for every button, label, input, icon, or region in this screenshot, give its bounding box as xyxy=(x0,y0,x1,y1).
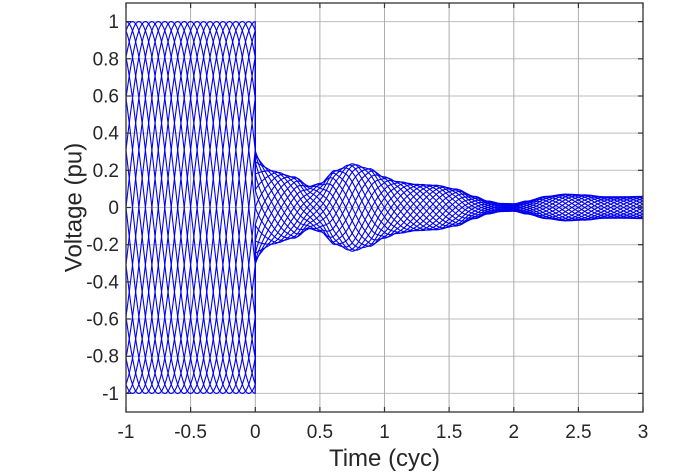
gridlines xyxy=(125,3,644,412)
x-tick-label: 0.5 xyxy=(307,422,333,443)
waveform-trace xyxy=(126,21,643,394)
waveform-trace xyxy=(126,21,643,394)
waveform-trace xyxy=(126,21,643,394)
y-tick-label: 0.2 xyxy=(93,161,119,182)
x-tick-label: 1.5 xyxy=(436,422,462,443)
waveform-trace xyxy=(126,21,643,394)
y-tick-label: -0.2 xyxy=(86,235,119,256)
y-tick-label: -1 xyxy=(102,384,119,405)
x-tick-label: -1 xyxy=(118,422,135,443)
y-tick-label: 0.4 xyxy=(93,124,120,145)
y-axis-label: Voltage (pu) xyxy=(60,142,88,273)
x-tick-label: 3 xyxy=(638,422,649,443)
waveform-trace xyxy=(126,21,643,394)
waveform-trace xyxy=(126,21,643,394)
x-tick-label: 2.5 xyxy=(565,422,591,443)
tick-labels: -1 -0.5 0 0.5 1 1.5 2 2.5 3 1 0.8 0.6 0.4 0.2 0 -0.2 -0.… xyxy=(86,12,648,443)
x-tick-label: 1 xyxy=(379,422,390,443)
y-tick-label: -0.6 xyxy=(86,310,119,331)
waveform-trace xyxy=(126,21,643,394)
y-tick-label: 0.8 xyxy=(93,49,119,70)
y-tick-label: 0.6 xyxy=(93,87,119,108)
y-tick-label: -0.4 xyxy=(86,272,119,293)
x-tick-label: 2 xyxy=(509,422,520,443)
waveform-trace xyxy=(126,21,643,394)
x-tick-label: 0 xyxy=(250,422,261,443)
y-tick-label: -0.8 xyxy=(86,347,119,368)
x-tick-label: -0.5 xyxy=(174,422,207,443)
x-axis-label: Time (cyc) xyxy=(328,445,441,472)
waveform-trace xyxy=(126,21,643,394)
waveform-traces xyxy=(126,21,643,394)
axes xyxy=(125,2,644,413)
waveform-trace xyxy=(126,21,643,394)
y-tick-label: 1 xyxy=(108,12,119,33)
y-tick-label: 0 xyxy=(108,198,119,219)
waveform-trace xyxy=(126,21,643,394)
waveform-trace xyxy=(126,21,643,394)
waveform-trace xyxy=(126,21,643,394)
waveform-trace xyxy=(126,21,643,394)
